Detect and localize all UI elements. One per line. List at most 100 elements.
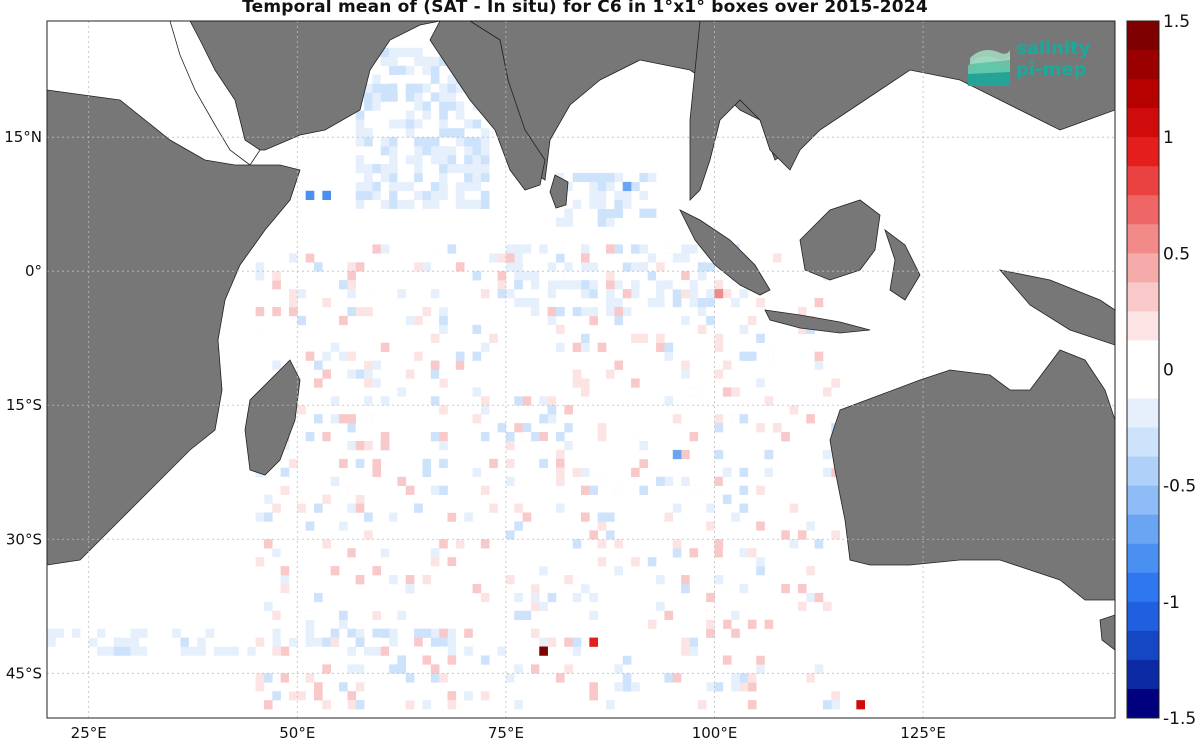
data-cell [305, 405, 315, 415]
data-cell [447, 628, 457, 638]
data-cell [364, 298, 373, 308]
data-cell [464, 172, 473, 183]
data-cell [572, 262, 582, 272]
data-cell [547, 566, 557, 576]
data-cell [455, 83, 465, 93]
data-cell [130, 646, 140, 656]
data-cell [581, 280, 590, 290]
data-cell [439, 324, 448, 335]
data-cell [581, 289, 590, 299]
data-cell [430, 172, 440, 183]
colorbar-tick-label: -0.5 [1163, 477, 1196, 497]
data-cell [439, 440, 448, 451]
data-cell [672, 280, 682, 290]
data-cell [397, 512, 407, 522]
colorbar-step [1127, 601, 1159, 632]
data-cell [472, 146, 482, 156]
data-cell [764, 467, 774, 478]
data-cell [314, 682, 323, 692]
data-cell [372, 646, 382, 656]
data-cell [622, 289, 632, 299]
lon-tick-label: 125°E [900, 724, 946, 740]
data-cell [714, 476, 724, 486]
data-cell [581, 172, 590, 183]
data-cell [530, 601, 540, 612]
data-cell [347, 423, 357, 433]
data-cell [414, 181, 423, 192]
data-cell [639, 190, 649, 201]
data-cell [672, 503, 682, 513]
data-cell [631, 378, 640, 388]
data-cell [422, 655, 432, 665]
data-cell [180, 637, 190, 647]
data-cell [380, 146, 390, 156]
colorbar-step [1127, 311, 1159, 341]
data-cell [364, 146, 373, 156]
data-cell [589, 280, 598, 290]
data-cell [547, 271, 557, 281]
data-cell [389, 190, 398, 201]
data-cell [831, 530, 840, 540]
data-cell [255, 646, 265, 656]
data-cell [138, 628, 148, 638]
data-cell [539, 557, 548, 567]
data-cell [581, 306, 590, 317]
data-cell [747, 583, 757, 594]
data-cell [280, 548, 290, 558]
data-cell [505, 458, 515, 469]
data-cell [714, 280, 724, 290]
data-cell [614, 485, 624, 495]
data-cell [380, 163, 390, 174]
data-cell [322, 369, 331, 379]
data-cell [389, 92, 398, 102]
land-tasmania [1099, 614, 1115, 651]
data-cell [364, 512, 373, 522]
data-cell [672, 673, 682, 683]
data-cell [739, 485, 749, 495]
data-cell [597, 342, 607, 352]
data-cell [806, 592, 815, 603]
data-cell [355, 503, 365, 513]
data-cell [472, 414, 482, 424]
data-cell [347, 351, 357, 361]
lon-tick-label: 50°E [279, 724, 315, 740]
data-cell [389, 119, 398, 129]
data-cell [581, 387, 590, 397]
data-cell [405, 583, 415, 594]
data-cell [355, 700, 365, 710]
data-cell [355, 110, 365, 120]
data-cell [589, 315, 598, 326]
data-cell [422, 467, 432, 478]
data-cell [472, 163, 482, 174]
data-cell [347, 628, 357, 638]
data-cell [697, 324, 707, 335]
data-cell [380, 548, 390, 558]
data-cell [539, 378, 548, 388]
data-cell [622, 298, 632, 308]
data-cell [639, 208, 649, 218]
colorbar-step [1127, 195, 1159, 225]
data-cell [430, 289, 440, 299]
data-cell [522, 244, 532, 254]
data-cell [564, 396, 573, 406]
data-cell [547, 244, 557, 254]
data-cell [439, 458, 448, 469]
data-cell [572, 646, 582, 656]
data-cell [405, 315, 415, 326]
data-cell [464, 163, 473, 174]
data-cell [522, 253, 532, 263]
data-cell [681, 244, 690, 254]
data-cell [414, 146, 423, 156]
data-cell [272, 628, 281, 638]
data-cell [472, 503, 482, 513]
data-cell [389, 47, 398, 58]
data-cell [314, 503, 323, 513]
data-cell [631, 244, 640, 254]
data-cell [530, 628, 540, 638]
data-cell [555, 271, 565, 281]
data-cell [614, 190, 624, 201]
data-cell [472, 155, 482, 165]
data-cell [222, 646, 231, 656]
data-cell [789, 682, 799, 692]
data-cell [272, 548, 281, 558]
